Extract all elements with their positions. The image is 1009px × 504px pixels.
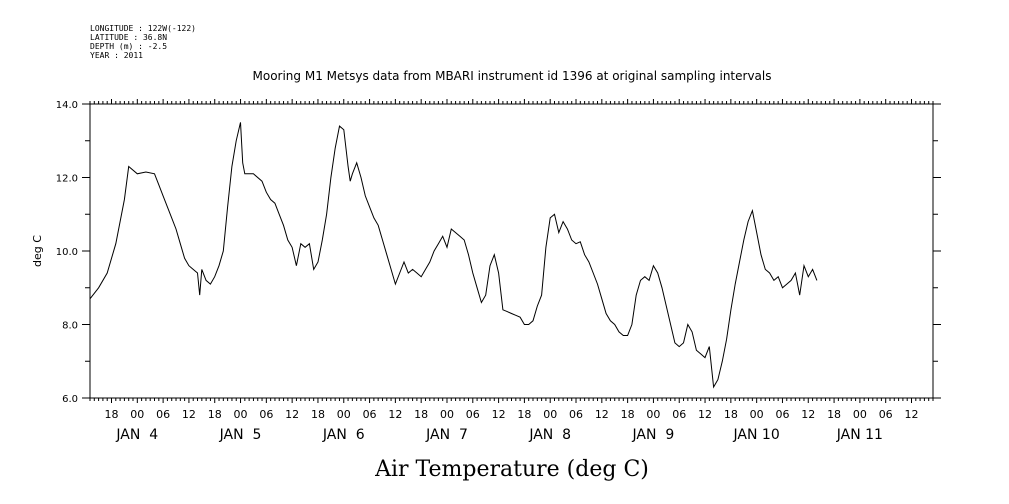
x-hour-label: 06 xyxy=(672,408,686,421)
y-tick-label: 8.0 xyxy=(62,321,78,332)
header-depth: DEPTH (m) : -2.5 xyxy=(90,42,167,51)
x-hour-label: 00 xyxy=(337,408,351,421)
x-hour-label: 06 xyxy=(569,408,583,421)
x-day-label: JAN 8 xyxy=(528,427,571,443)
x-hour-label: 12 xyxy=(492,408,506,421)
x-hour-label: 18 xyxy=(621,408,635,421)
x-day-label: JAN 11 xyxy=(836,427,883,443)
x-hour-label: 18 xyxy=(827,408,841,421)
chart-title: Mooring M1 Metsys data from MBARI instru… xyxy=(253,69,772,83)
x-hour-label: 18 xyxy=(208,408,222,421)
x-hour-label: 06 xyxy=(259,408,273,421)
x-hour-label: 00 xyxy=(646,408,660,421)
x-day-label: JAN 9 xyxy=(632,427,675,443)
x-hour-label: 12 xyxy=(904,408,918,421)
x-day-label: JAN 6 xyxy=(322,427,365,443)
x-day-label: JAN 10 xyxy=(733,427,780,443)
x-hour-label: 06 xyxy=(879,408,893,421)
x-hour-label: 00 xyxy=(853,408,867,421)
axis-ticks xyxy=(82,99,941,403)
x-tick-labels: 18 00 06 12 18 00 06 12 18 00 06 12 18 00 06 12 18 00 06 12… xyxy=(105,408,919,443)
y-tick-label: 10.0 xyxy=(56,247,78,258)
y-axis-label: deg C xyxy=(31,235,44,267)
header-year: YEAR : 2011 xyxy=(90,51,143,60)
x-hour-label: 06 xyxy=(363,408,377,421)
header-latitude: LATITUDE : 36.8N xyxy=(90,33,167,42)
x-hour-label: 12 xyxy=(388,408,402,421)
x-hour-label: 18 xyxy=(414,408,428,421)
series-line xyxy=(89,122,818,389)
x-hour-label: 12 xyxy=(285,408,299,421)
y-tick-label: 14.0 xyxy=(56,100,78,111)
x-hour-label: 00 xyxy=(130,408,144,421)
series-layer xyxy=(89,122,818,389)
y-tick-label: 6.0 xyxy=(62,394,78,405)
x-hour-label: 06 xyxy=(775,408,789,421)
header-block: LONGITUDE : 122W(-122) LATITUDE : 36.8N … xyxy=(90,24,196,60)
x-day-label: JAN 5 xyxy=(219,427,262,443)
y-tick-labels: 6.0 8.0 10.0 12.0 14.0 xyxy=(56,100,78,405)
x-hour-label: 00 xyxy=(750,408,764,421)
x-hour-label: 12 xyxy=(698,408,712,421)
x-hour-label: 18 xyxy=(311,408,325,421)
x-hour-label: 18 xyxy=(517,408,531,421)
y-tick-label: 12.0 xyxy=(56,174,78,185)
header-longitude: LONGITUDE : 122W(-122) xyxy=(90,24,196,33)
x-hour-label: 06 xyxy=(156,408,170,421)
x-day-label: JAN 4 xyxy=(115,427,158,443)
x-hour-label: 12 xyxy=(801,408,815,421)
x-hour-label: 18 xyxy=(724,408,738,421)
x-hour-label: 12 xyxy=(595,408,609,421)
x-axis-label: Air Temperature (deg C) xyxy=(374,457,649,482)
plot-frame xyxy=(89,103,934,399)
x-day-label: JAN 7 xyxy=(425,427,468,443)
x-hour-label: 00 xyxy=(543,408,557,421)
x-hour-label: 00 xyxy=(234,408,248,421)
x-hour-label: 00 xyxy=(440,408,454,421)
x-hour-label: 06 xyxy=(466,408,480,421)
x-hour-label: 18 xyxy=(105,408,119,421)
x-hour-label: 12 xyxy=(182,408,196,421)
